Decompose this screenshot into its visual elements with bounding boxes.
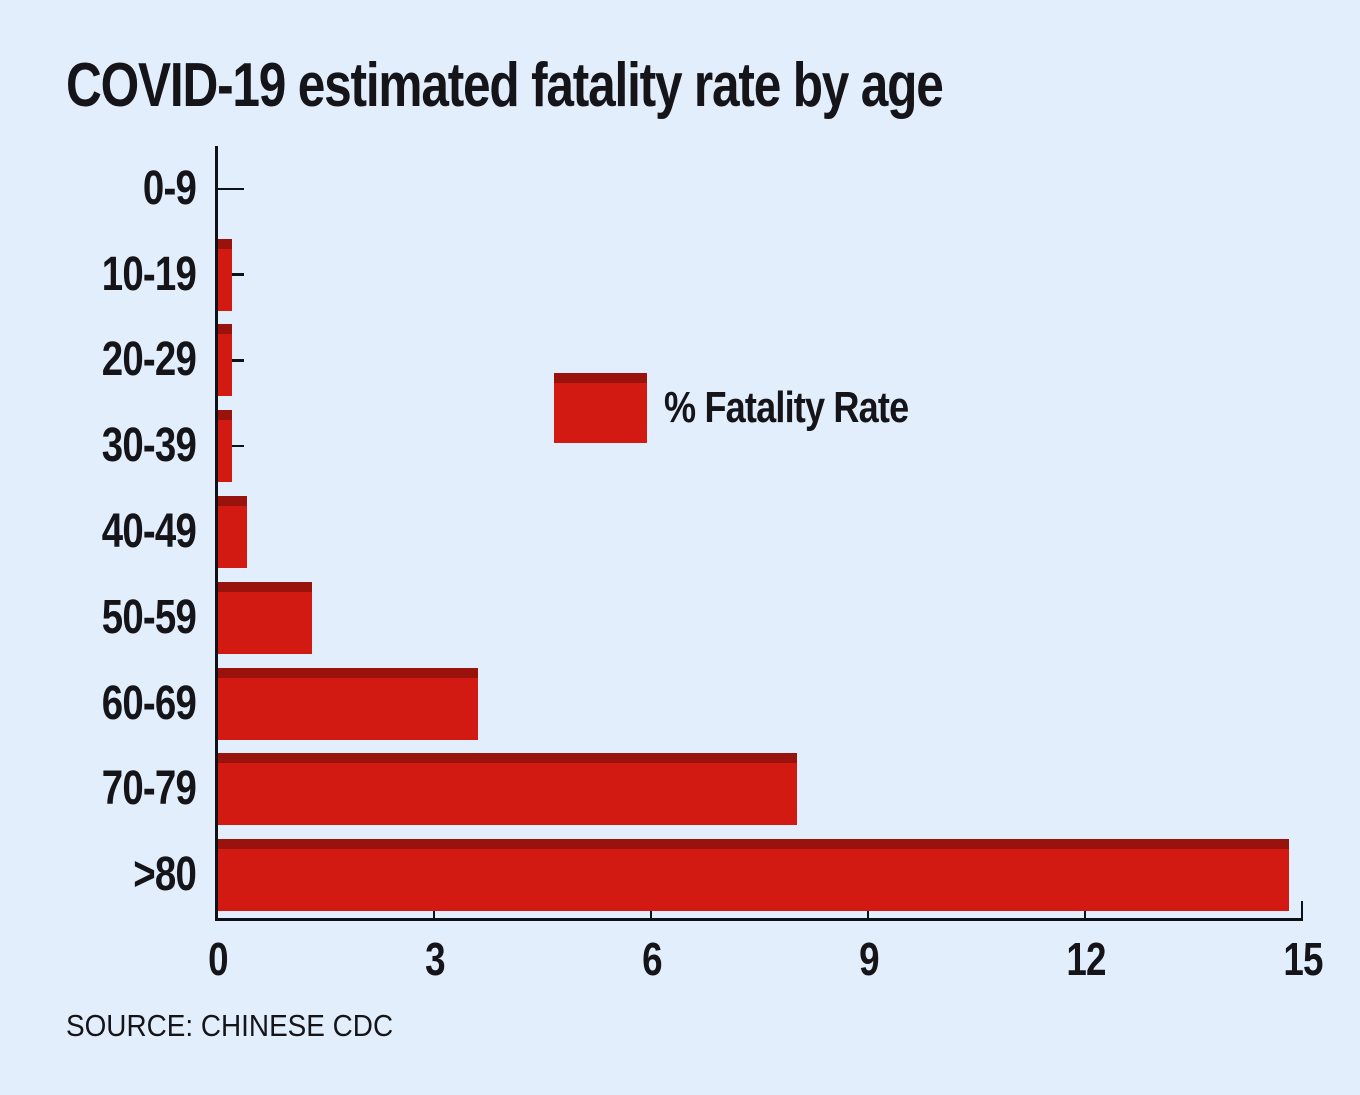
y-axis-tick [218, 187, 244, 191]
category-label: 40-49 [101, 505, 197, 558]
category-label: 50-59 [101, 590, 197, 644]
bar-30-39 [218, 410, 233, 483]
bar-70-79 [218, 753, 797, 826]
x-tick-label: 0 [208, 933, 228, 985]
bar-10-19 [218, 238, 233, 311]
category-label: 0-9 [142, 161, 197, 215]
legend-swatch-cap [554, 373, 647, 383]
category-label: 60-69 [101, 676, 197, 730]
bar-top-cap [218, 839, 1289, 850]
x-tick-label: 9 [859, 933, 879, 985]
x-tick-label: 6 [642, 933, 662, 985]
legend-label: % Fatality Rate [664, 383, 909, 432]
bar-top-cap [218, 667, 479, 678]
category-label: 30-39 [101, 419, 197, 473]
x-tick-label: 3 [425, 933, 445, 985]
bar-top-cap [218, 753, 797, 764]
plot-area [215, 146, 1303, 921]
bar-top-cap [218, 324, 233, 335]
bar-50-59 [218, 581, 313, 654]
bar-60-69 [218, 667, 479, 740]
bar->80 [218, 839, 1289, 912]
x-tick-label: 12 [1066, 933, 1106, 985]
source-note: SOURCE: CHINESE CDC [66, 1008, 394, 1043]
category-label: 20-29 [101, 333, 197, 387]
legend-swatch [554, 373, 647, 443]
bar-top-cap [218, 496, 247, 506]
x-axis-tick [1300, 901, 1303, 918]
bar-top-cap [218, 581, 313, 592]
bar-top-cap [218, 238, 233, 249]
bar-40-49 [218, 496, 247, 568]
x-tick-label: 15 [1283, 933, 1323, 985]
bar-20-29 [218, 324, 233, 397]
category-label: 70-79 [101, 762, 197, 816]
bar-top-cap [218, 410, 233, 421]
chart-title: COVID-19 estimated fatality rate by age [66, 51, 944, 120]
category-label: 10-19 [101, 247, 197, 301]
legend: % Fatality Rate [554, 373, 962, 443]
category-label: >80 [133, 848, 197, 902]
